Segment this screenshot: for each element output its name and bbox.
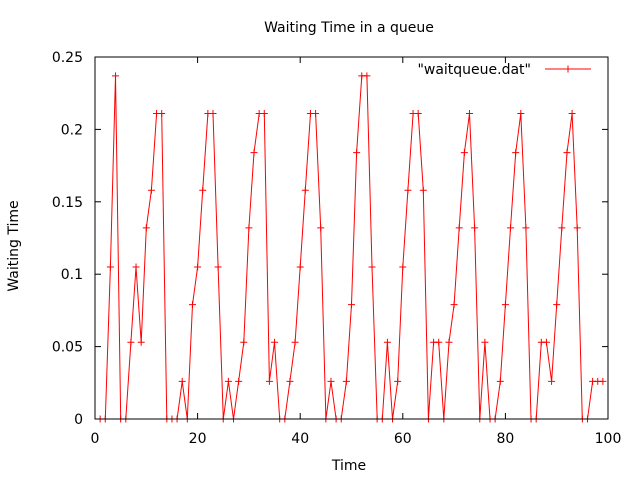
- x-tick-label: 0: [91, 431, 100, 447]
- data-point: [178, 377, 186, 385]
- data-point: [450, 301, 458, 309]
- y-tick-label: 0.25: [52, 50, 83, 66]
- data-point: [158, 109, 166, 117]
- data-point: [209, 109, 217, 117]
- data-point: [542, 338, 550, 346]
- data-point: [348, 301, 355, 309]
- y-tick-label: 0.2: [61, 122, 83, 138]
- y-tick-label: 0.05: [52, 340, 83, 356]
- data-point: [291, 338, 299, 346]
- data-point: [112, 72, 120, 80]
- data-point: [471, 224, 479, 232]
- data-point: [194, 263, 202, 271]
- legend: "waitqueue.dat": [417, 62, 591, 78]
- legend-marker-sample: [564, 65, 572, 73]
- data-point: [419, 186, 427, 194]
- x-tick-label: 20: [189, 431, 207, 447]
- data-point: [435, 338, 443, 346]
- data-point: [250, 149, 258, 157]
- data-point: [599, 377, 607, 385]
- data-point: [548, 377, 556, 385]
- data-point: [137, 338, 145, 346]
- data-point: [312, 109, 320, 117]
- data-point: [445, 338, 453, 346]
- data-point: [568, 109, 576, 117]
- data-point: [214, 263, 222, 271]
- y-tick-label: 0.1: [61, 267, 83, 283]
- data-point: [455, 224, 463, 232]
- data-point: [404, 186, 412, 194]
- data-point: [522, 224, 530, 232]
- data-point: [383, 338, 391, 346]
- data-point: [327, 377, 335, 385]
- legend-entry-label: "waitqueue.dat": [417, 62, 531, 78]
- data-point: [460, 149, 468, 157]
- x-tick-label: 80: [496, 431, 514, 447]
- data-point: [240, 338, 248, 346]
- data-point: [465, 109, 473, 117]
- data-point: [481, 338, 489, 346]
- data-point: [265, 377, 273, 385]
- data-point: [106, 263, 114, 271]
- x-tick-label: 40: [291, 431, 309, 447]
- x-axis-label: Time: [331, 458, 366, 474]
- plot-frame: [94, 56, 609, 420]
- data-point: [245, 224, 253, 232]
- data-point: [512, 149, 520, 157]
- data-point: [132, 263, 140, 271]
- data-point: [188, 301, 196, 309]
- data-point: [399, 263, 407, 271]
- chart-title: Waiting Time in a queue: [264, 20, 434, 36]
- data-point: [517, 109, 525, 117]
- y-axis-label: Waiting Time: [6, 200, 22, 291]
- data-point: [260, 109, 268, 117]
- data-point: [286, 377, 294, 385]
- axis-ticks: 0 20 40 60 80 100 0 0.05 0.1 0.15 0.2 0.25: [52, 50, 622, 447]
- data-point: [563, 149, 571, 157]
- data-point: [353, 149, 361, 157]
- x-tick-label: 60: [394, 431, 412, 447]
- x-tick-label: 100: [595, 431, 622, 447]
- data-point: [224, 377, 232, 385]
- data-point: [573, 224, 581, 232]
- data-point: [496, 377, 504, 385]
- y-tick-label: 0: [74, 412, 83, 428]
- data-point: [301, 186, 309, 194]
- data-point: [342, 377, 350, 385]
- data-point: [394, 377, 402, 385]
- data-point: [147, 186, 155, 194]
- data-point: [317, 224, 325, 232]
- y-tick-label: 0.15: [52, 195, 83, 211]
- data-point: [558, 224, 566, 232]
- data-point: [296, 263, 304, 271]
- data-point: [501, 301, 509, 309]
- data-point: [199, 186, 207, 194]
- data-point: [368, 263, 376, 271]
- data-point: [235, 377, 243, 385]
- data-point: [363, 72, 371, 80]
- data-point: [553, 301, 561, 309]
- data-point: [507, 224, 515, 232]
- data-point: [142, 224, 150, 232]
- data-point: [414, 109, 422, 117]
- data-point: [127, 338, 135, 346]
- data-point: [271, 338, 279, 346]
